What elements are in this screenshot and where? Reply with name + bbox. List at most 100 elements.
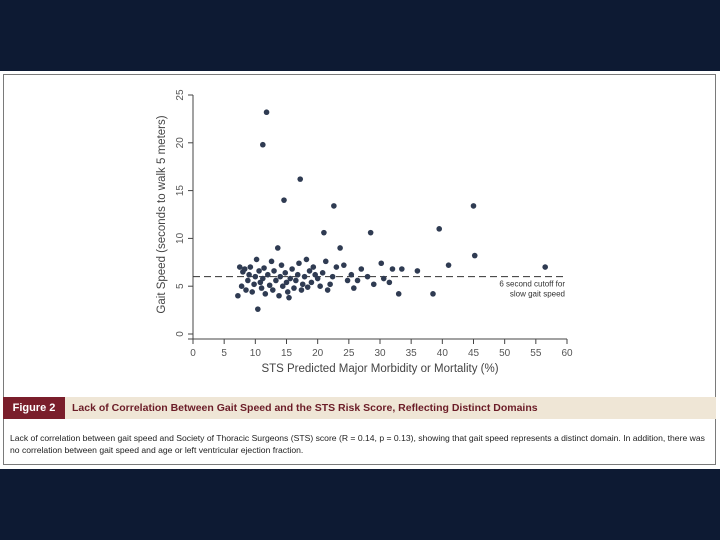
data-point [276, 292, 282, 299]
data-point [329, 273, 336, 280]
figure-tag: Figure 2 [3, 397, 65, 419]
data-point [344, 277, 351, 284]
x-tick-label: 15 [281, 348, 293, 359]
data-point [293, 277, 299, 284]
data-point [317, 283, 323, 289]
x-tick-label: 5 [221, 348, 227, 359]
data-point [282, 270, 289, 276]
x-tick-label: 0 [190, 348, 196, 359]
data-point [370, 281, 377, 288]
data-point [260, 275, 266, 282]
data-point [262, 291, 269, 297]
data-point [399, 266, 405, 272]
x-tick-label: 20 [312, 348, 324, 359]
data-point [367, 229, 374, 236]
data-point [306, 268, 313, 274]
data-point [251, 281, 257, 288]
y-tick-label: 5 [175, 283, 186, 289]
data-point [436, 226, 443, 232]
data-point [310, 264, 317, 270]
data-point [542, 264, 548, 270]
data-point [445, 262, 452, 268]
data-point [277, 273, 284, 280]
data-point [470, 203, 477, 209]
data-point [378, 260, 385, 267]
data-point [298, 287, 305, 293]
data-point [286, 294, 292, 301]
data-point [304, 284, 311, 290]
y-tick-label: 0 [175, 331, 186, 337]
data-point [348, 271, 355, 278]
data-point [279, 283, 286, 289]
cutoff-label-line1: 6 second cutoff for [499, 280, 565, 289]
data-point [235, 292, 241, 299]
x-tick-label: 10 [250, 348, 262, 359]
data-point [287, 275, 294, 282]
data-point [243, 287, 249, 293]
y-tick-label: 25 [175, 89, 186, 101]
data-point [253, 256, 260, 263]
data-point [238, 283, 245, 289]
data-point [331, 203, 337, 209]
data-point [303, 256, 310, 263]
figure-title-band [3, 397, 716, 419]
data-point [289, 266, 295, 272]
figure-title: Lack of Correlation Between Gait Speed a… [72, 402, 538, 414]
x-tick-label: 35 [406, 348, 418, 359]
data-point [354, 277, 361, 284]
data-point [471, 252, 478, 259]
data-point [341, 262, 347, 268]
data-point [263, 109, 270, 116]
data-point [278, 262, 285, 268]
x-tick-label: 40 [437, 348, 449, 359]
data-point [297, 176, 304, 182]
data-point [351, 285, 357, 291]
data-point [321, 229, 327, 236]
data-point [249, 289, 256, 295]
data-point [319, 270, 326, 276]
data-point [386, 279, 393, 286]
data-point [364, 273, 371, 280]
data-point [245, 277, 251, 284]
data-point [314, 275, 321, 282]
data-point [337, 245, 343, 251]
y-tick-label: 10 [175, 232, 186, 244]
data-point [261, 265, 267, 271]
data-point [236, 264, 243, 270]
data-point [247, 264, 254, 270]
figure-frame [3, 74, 716, 465]
data-point [380, 275, 387, 282]
data-point [281, 197, 287, 203]
data-point [256, 268, 262, 274]
data-point [301, 273, 308, 280]
data-point [274, 245, 281, 251]
figure-slide: 0 5 10 15 20 25 0 5 10 15 20 25 30 35 40 45 50 55 60 STS Pr… [0, 71, 720, 469]
data-point [246, 271, 252, 278]
data-point [284, 289, 291, 295]
data-point [283, 279, 290, 286]
data-point [322, 258, 329, 265]
data-point [414, 268, 421, 274]
data-point [266, 282, 273, 289]
data-point [269, 287, 276, 293]
data-point [327, 281, 333, 288]
data-point [294, 271, 301, 278]
data-point [241, 266, 248, 272]
data-point [268, 258, 275, 265]
data-point [299, 281, 306, 288]
data-point [296, 260, 302, 267]
x-tick-label: 25 [343, 348, 355, 359]
y-axis-label: Gait Speed (seconds to walk 5 meters) [156, 115, 168, 313]
x-axis-label: STS Predicted Major Morbidity or Mortali… [261, 363, 498, 375]
data-point [252, 273, 259, 280]
data-point [260, 141, 266, 148]
data-point [324, 287, 331, 293]
y-tick-label: 15 [175, 185, 186, 197]
data-point [430, 291, 436, 297]
x-tick-label: 30 [374, 348, 386, 359]
x-tick-label: 45 [468, 348, 480, 359]
data-point [308, 279, 315, 286]
data-point [258, 285, 265, 291]
data-point [395, 291, 402, 297]
x-tick-label: 55 [530, 348, 542, 359]
